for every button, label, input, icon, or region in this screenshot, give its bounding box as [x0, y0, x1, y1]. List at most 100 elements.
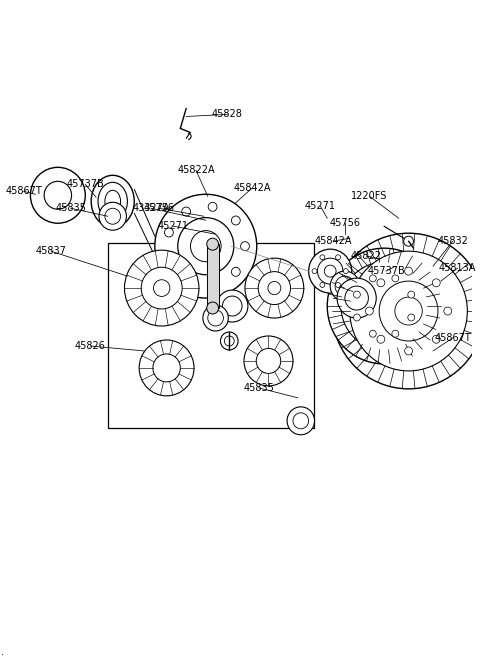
Ellipse shape: [105, 190, 120, 213]
Circle shape: [220, 332, 238, 350]
Circle shape: [258, 272, 290, 304]
Circle shape: [365, 307, 373, 315]
Circle shape: [432, 335, 440, 343]
Circle shape: [392, 275, 399, 282]
Text: 45822: 45822: [351, 251, 382, 261]
Circle shape: [395, 297, 422, 325]
Circle shape: [44, 181, 72, 209]
Circle shape: [350, 251, 468, 371]
Ellipse shape: [98, 182, 127, 220]
Text: 45271: 45271: [158, 221, 189, 231]
Circle shape: [343, 268, 348, 274]
Circle shape: [245, 258, 304, 318]
Text: 43327A: 43327A: [132, 203, 169, 213]
Text: 45835: 45835: [243, 383, 274, 393]
Circle shape: [268, 281, 281, 295]
Circle shape: [208, 202, 217, 211]
Ellipse shape: [91, 175, 134, 227]
Circle shape: [309, 249, 352, 293]
Circle shape: [124, 250, 199, 326]
Circle shape: [404, 236, 413, 246]
Circle shape: [475, 289, 480, 333]
Circle shape: [408, 291, 415, 298]
Circle shape: [105, 208, 120, 224]
Circle shape: [362, 284, 406, 328]
Circle shape: [312, 268, 317, 274]
Circle shape: [30, 167, 85, 223]
Circle shape: [444, 307, 452, 315]
Circle shape: [231, 268, 240, 276]
Text: 45826: 45826: [75, 341, 106, 351]
Circle shape: [240, 241, 250, 251]
Circle shape: [207, 302, 218, 314]
Circle shape: [182, 276, 191, 285]
Text: 45842A: 45842A: [233, 183, 271, 194]
Circle shape: [154, 279, 170, 297]
Circle shape: [165, 255, 173, 264]
Circle shape: [405, 267, 412, 275]
Circle shape: [139, 340, 194, 396]
Bar: [207, 244, 218, 308]
Text: 45756: 45756: [329, 218, 360, 228]
Circle shape: [178, 218, 234, 275]
Circle shape: [379, 281, 438, 341]
Circle shape: [377, 335, 385, 343]
Circle shape: [345, 286, 369, 310]
Text: 45822A: 45822A: [177, 165, 215, 175]
Circle shape: [336, 255, 340, 260]
Text: 45837: 45837: [36, 246, 66, 256]
Circle shape: [165, 228, 173, 237]
Circle shape: [408, 314, 415, 321]
Circle shape: [231, 216, 240, 225]
Circle shape: [335, 276, 355, 296]
Circle shape: [203, 305, 228, 331]
Text: 45835: 45835: [55, 203, 86, 213]
Text: 45271: 45271: [305, 201, 336, 211]
Text: 45737B: 45737B: [66, 179, 104, 190]
Circle shape: [191, 231, 221, 262]
Circle shape: [405, 347, 412, 355]
Circle shape: [475, 344, 480, 388]
Circle shape: [332, 233, 480, 389]
Text: 45813A: 45813A: [439, 263, 476, 273]
Circle shape: [224, 336, 234, 346]
Circle shape: [153, 354, 180, 382]
Circle shape: [141, 267, 182, 309]
Circle shape: [377, 279, 385, 287]
Circle shape: [432, 279, 440, 287]
Circle shape: [370, 330, 376, 337]
Circle shape: [287, 407, 314, 435]
Circle shape: [336, 283, 340, 287]
Circle shape: [208, 310, 223, 326]
Circle shape: [317, 258, 343, 284]
Circle shape: [256, 348, 281, 373]
Circle shape: [392, 330, 399, 337]
Circle shape: [293, 413, 309, 429]
Bar: [108, 243, 313, 428]
Circle shape: [324, 265, 336, 277]
Circle shape: [222, 296, 242, 316]
Circle shape: [216, 290, 248, 322]
Circle shape: [155, 194, 257, 298]
Circle shape: [327, 248, 441, 364]
Circle shape: [330, 271, 360, 301]
Circle shape: [207, 238, 218, 250]
Circle shape: [341, 262, 427, 350]
Circle shape: [337, 278, 376, 318]
Circle shape: [320, 255, 325, 260]
Text: 1220FS: 1220FS: [351, 192, 387, 201]
Circle shape: [182, 207, 191, 216]
Text: 45756: 45756: [143, 203, 174, 213]
Circle shape: [320, 283, 325, 287]
Text: 45832: 45832: [437, 236, 468, 246]
Circle shape: [374, 296, 394, 316]
Circle shape: [370, 275, 376, 282]
Text: 45828: 45828: [212, 110, 243, 119]
Circle shape: [99, 202, 126, 230]
Circle shape: [353, 314, 360, 321]
Text: 45867T: 45867T: [5, 186, 42, 196]
Text: 45737B: 45737B: [367, 266, 405, 276]
Circle shape: [244, 336, 293, 386]
Text: 45842A: 45842A: [314, 236, 352, 246]
Circle shape: [353, 291, 360, 298]
